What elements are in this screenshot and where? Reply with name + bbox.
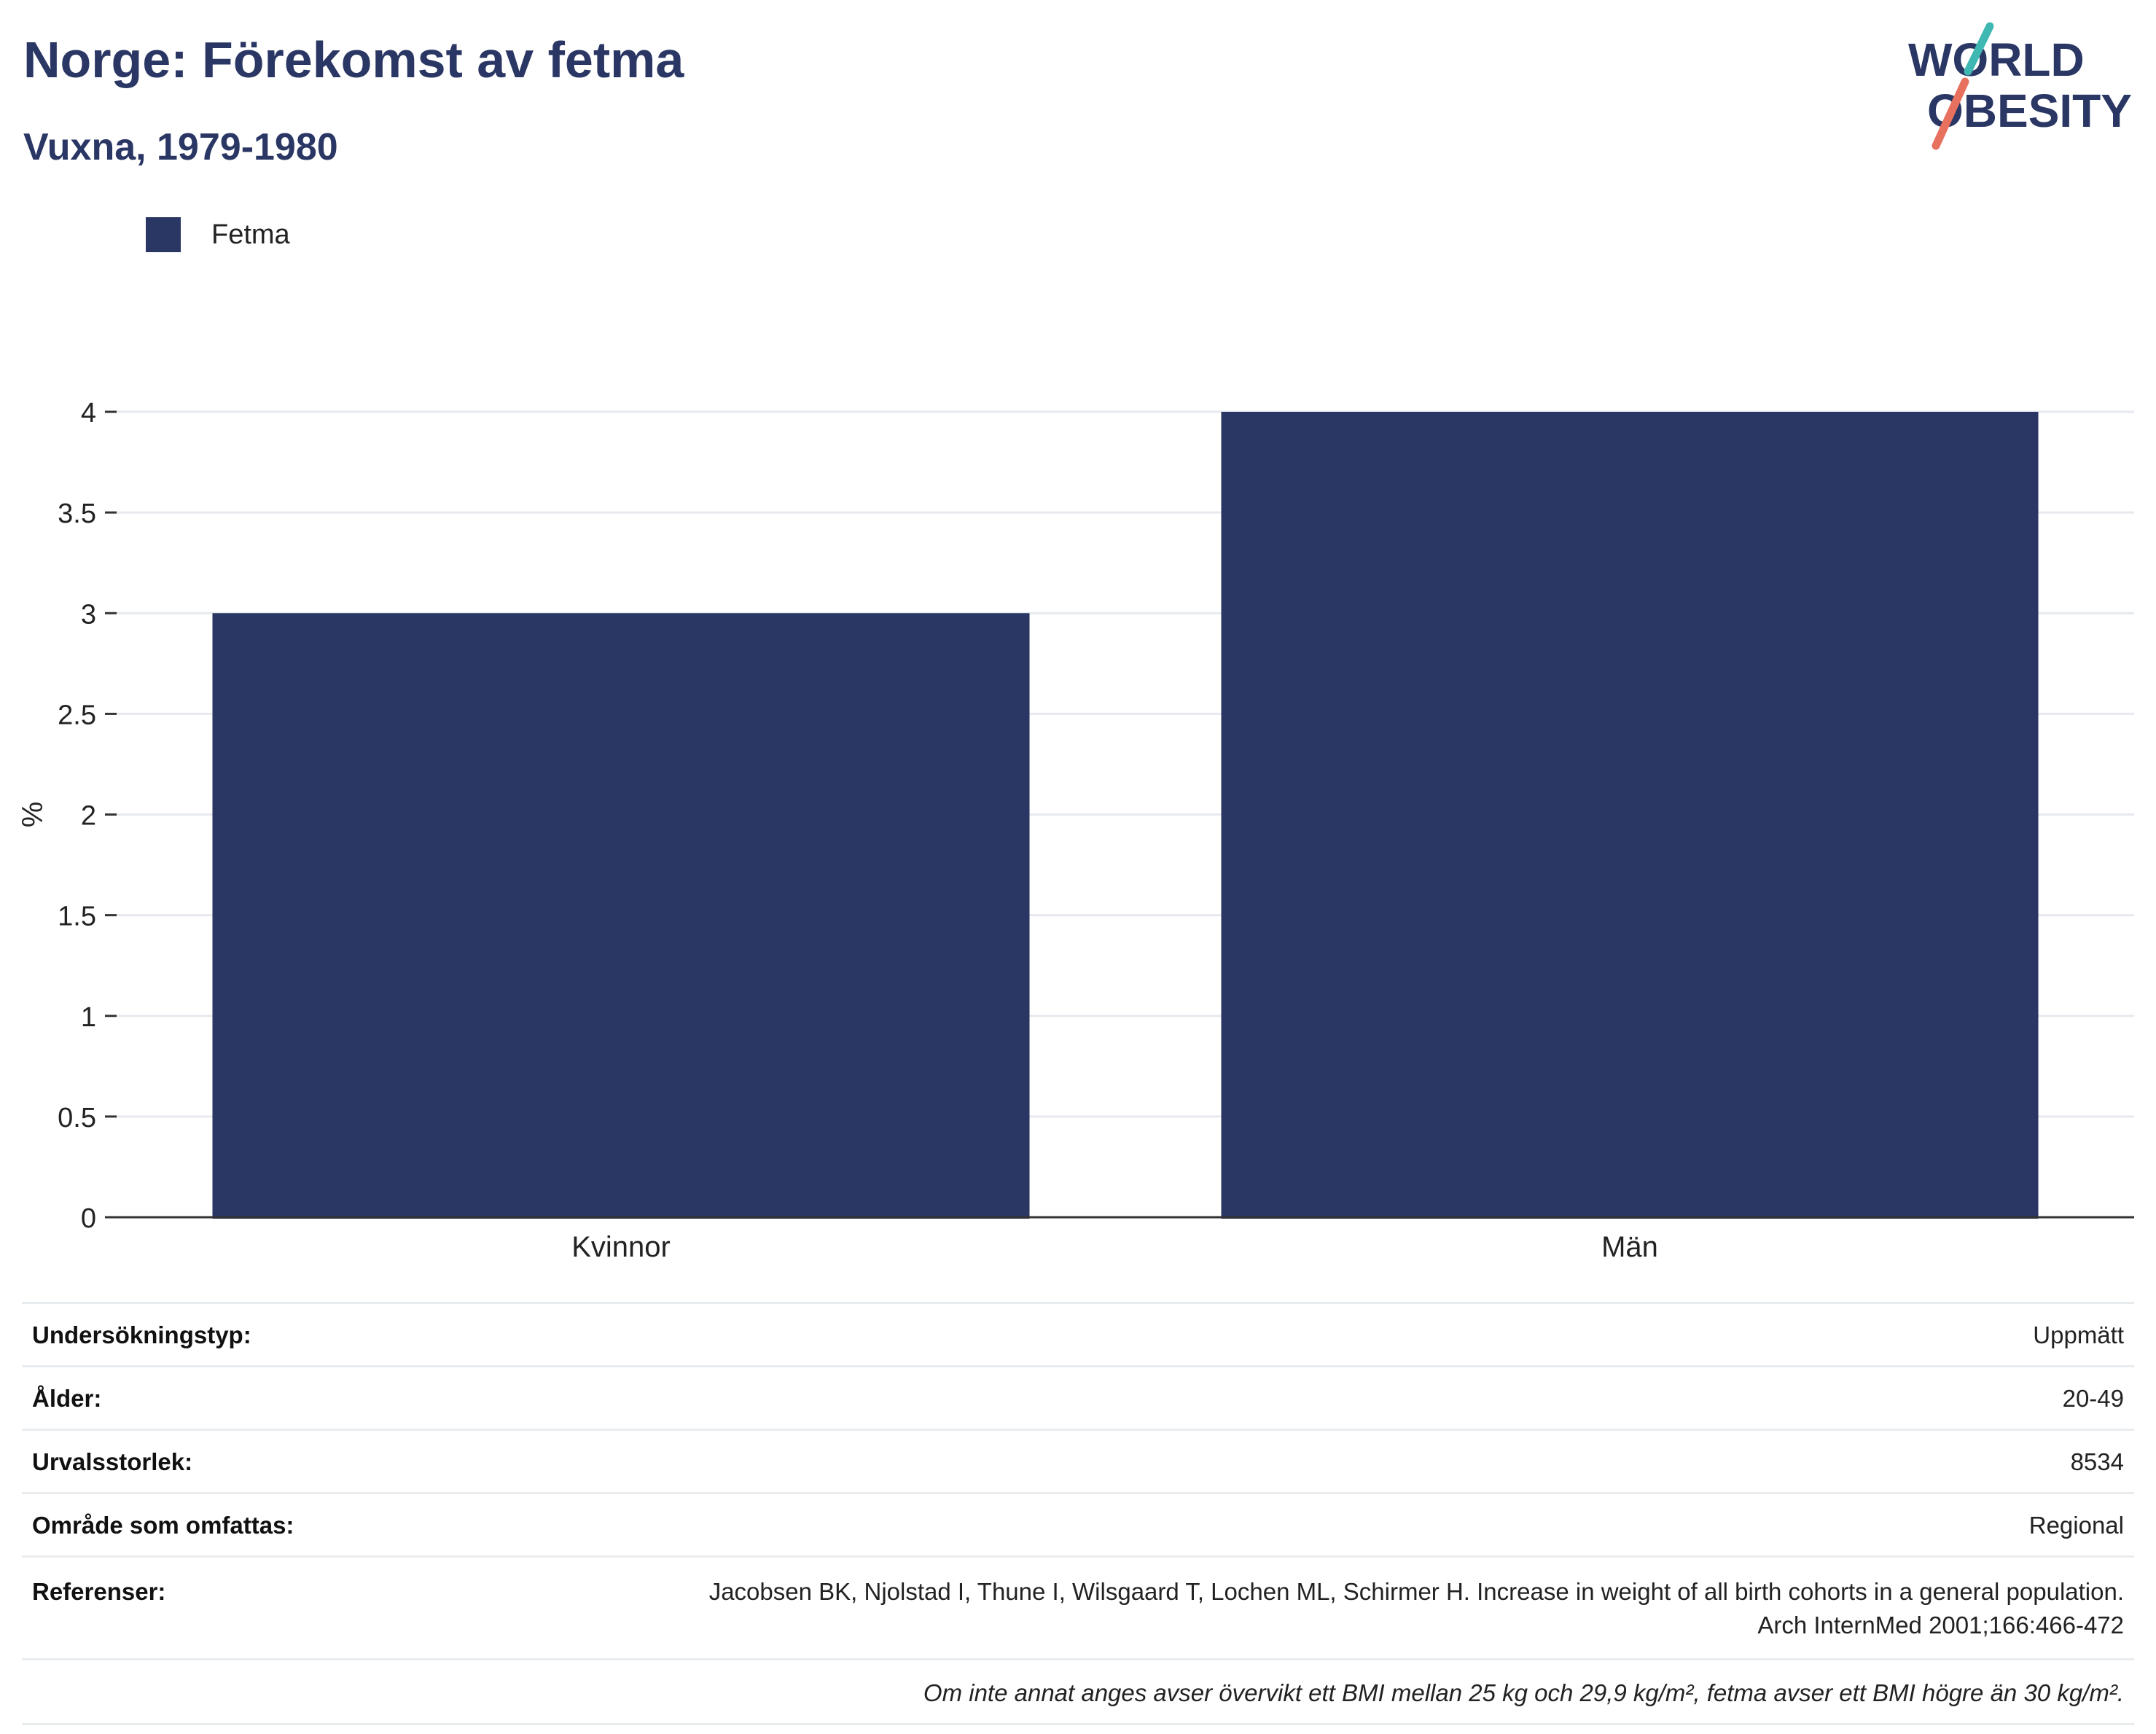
y-tick-label: 1.5: [58, 902, 96, 932]
y-tick-label: 2: [81, 801, 96, 832]
reference-line-2: Arch InternMed 2001;166:466-472: [1757, 1612, 2124, 1639]
y-axis-title: %: [17, 802, 49, 828]
y-tick-label: 0.5: [58, 1103, 96, 1133]
legend: Fetma: [146, 216, 290, 254]
info-value-references: Jacobsen BK, Njolstad I, Thune I, Wilsga…: [369, 1555, 2134, 1660]
x-tick-label: Män: [1601, 1231, 1658, 1261]
y-tick-label: 2.5: [58, 700, 96, 730]
legend-swatch-fetma: [146, 217, 181, 252]
legend-label-fetma: Fetma: [211, 219, 290, 250]
info-value-sample-size: 8534: [369, 1429, 2134, 1493]
world-obesity-logo: WORLD OBESITY: [1908, 22, 2132, 150]
info-label-survey-type: Undersökningstyp:: [22, 1302, 370, 1367]
info-value-survey-type: Uppmätt: [369, 1302, 2134, 1367]
logo-slash-teal: [1964, 22, 1994, 76]
info-row-area: Område som omfattas: Regional: [22, 1492, 2134, 1557]
info-label-sample-size: Urvalsstorlek:: [22, 1429, 370, 1493]
x-tick-label: Kvinnor: [571, 1231, 671, 1261]
bar-fetma-2: [1221, 412, 2039, 1219]
info-row-note: Om inte annat anges avser övervikt ett B…: [22, 1658, 2134, 1725]
info-label-age: Ålder:: [22, 1365, 370, 1430]
info-label-references: Referenser:: [22, 1555, 370, 1660]
y-tick-label: 3.5: [58, 499, 96, 529]
y-tick-label: 4: [81, 398, 96, 429]
logo-word-world: WORLD: [1908, 34, 2085, 86]
bars: [212, 412, 2039, 1219]
reference-line-1: Jacobsen BK, Njolstad I, Thune I, Wilsga…: [708, 1578, 2124, 1605]
chart-title: Norge: Förekomst av fetma: [23, 31, 684, 88]
bar-chart: 0 0.5 1 1.5 2 2.5 3 3.5 4 Kvinnor Män %: [17, 398, 2134, 1261]
info-row-survey-type: Undersökningstyp: Uppmätt: [22, 1302, 2134, 1367]
info-label-area: Område som omfattas:: [22, 1492, 370, 1557]
info-row-references: Referenser: Jacobsen BK, Njolstad I, Thu…: [22, 1555, 2134, 1660]
info-value-area: Regional: [369, 1492, 2134, 1557]
info-value-age: 20-49: [369, 1365, 2134, 1430]
survey-info-table: Undersökningstyp: Uppmätt Ålder: 20-49 U…: [22, 1302, 2134, 1725]
axes: 0 0.5 1 1.5 2 2.5 3 3.5 4 Kvinnor Män: [58, 398, 2134, 1261]
chart-subtitle: Vuxna, 1979-1980: [23, 126, 338, 168]
y-tick-label: 0: [81, 1203, 96, 1234]
bmi-definition-note: Om inte annat anges avser övervikt ett B…: [22, 1658, 2134, 1725]
info-row-sample-size: Urvalsstorlek: 8534: [22, 1429, 2134, 1493]
bar-fetma-1: [212, 613, 1030, 1219]
info-row-age: Ålder: 20-49: [22, 1365, 2134, 1430]
y-tick-label: 1: [81, 1002, 96, 1033]
y-tick-label: 3: [81, 599, 96, 630]
logo-slash-coral: [1932, 77, 1969, 150]
